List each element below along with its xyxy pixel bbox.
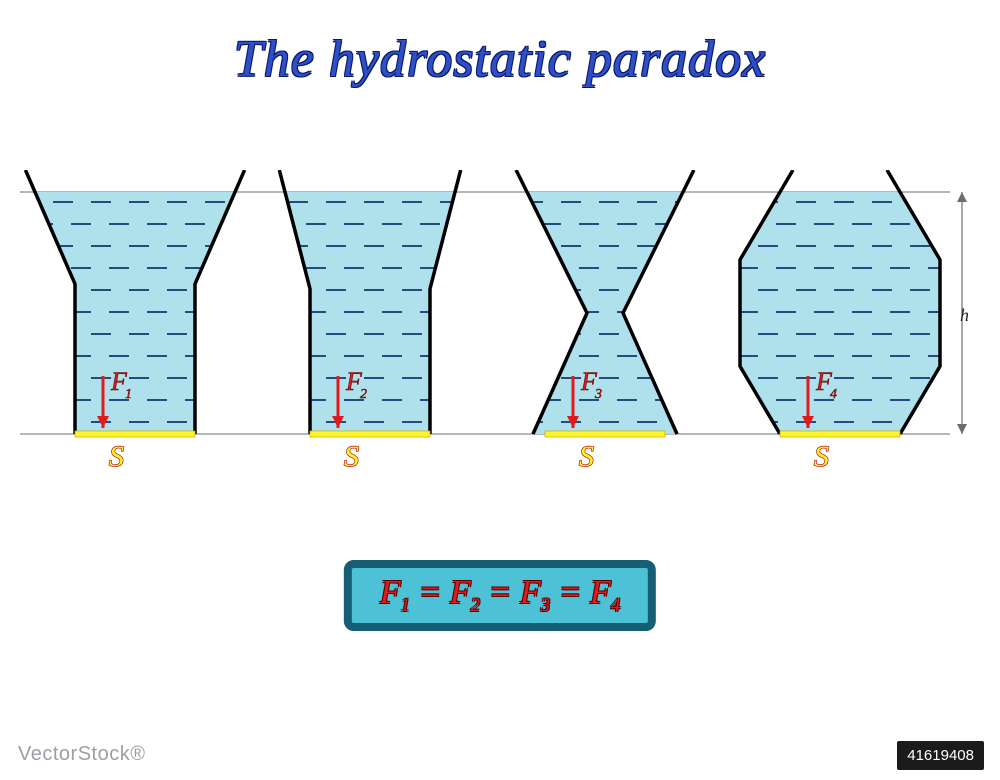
svg-text:2: 2 (360, 387, 367, 402)
vessels-diagram: F1SF2SF3SF4S (20, 170, 980, 500)
height-label: h (960, 305, 969, 326)
svg-text:S: S (579, 440, 594, 473)
formula-box: F1 = F2 = F3 = F4 (344, 560, 656, 631)
diagram-title: The hydrostatic paradox (0, 30, 1000, 89)
svg-text:S: S (344, 440, 359, 473)
watermark-text: VectorStock® (18, 743, 145, 766)
svg-text:S: S (109, 440, 124, 473)
svg-text:S: S (814, 440, 829, 473)
image-id-badge: 41619408 (897, 741, 984, 770)
svg-text:1: 1 (125, 387, 132, 402)
svg-text:3: 3 (594, 387, 602, 402)
svg-text:4: 4 (830, 387, 837, 402)
